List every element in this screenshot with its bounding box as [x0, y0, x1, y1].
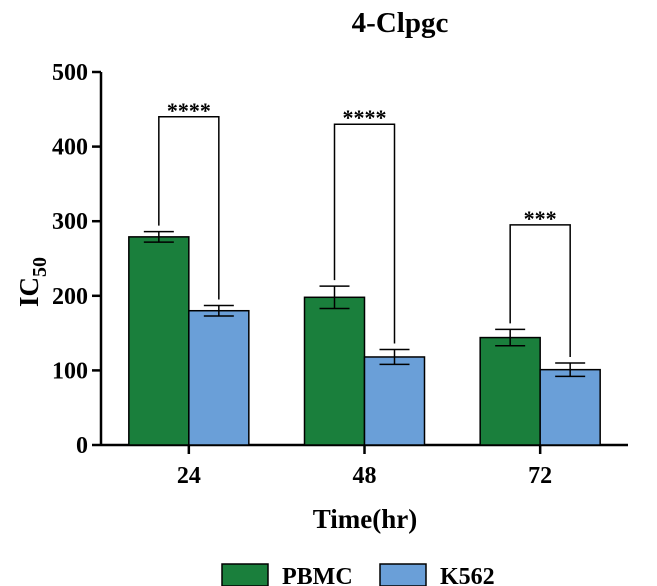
- x-tick-label: 24: [177, 463, 201, 489]
- svg-text:IC50: IC50: [14, 257, 51, 307]
- legend-label-pbmc: PBMC: [282, 564, 353, 586]
- significance-label: ***: [524, 206, 557, 231]
- y-tick-label: 200: [52, 284, 88, 310]
- significance-bracket: [158, 116, 220, 300]
- significance-label: ****: [343, 105, 387, 130]
- chart-title: 4-Clpgc: [352, 7, 449, 39]
- y-ticks: 0 100 200 300 400 500: [52, 60, 101, 459]
- y-axis-label-subscript: 50: [29, 257, 51, 277]
- bar-k562-24: [188, 309, 250, 446]
- bar-pbmc-72: [479, 336, 541, 446]
- y-tick-label: 500: [52, 60, 88, 86]
- x-tick-label: 72: [528, 463, 552, 489]
- bar-pbmc-48: [303, 296, 366, 446]
- y-tick-label: 300: [52, 209, 88, 235]
- significance-brackets: **** *******: [158, 98, 571, 357]
- bar-k562-48: [363, 356, 426, 446]
- significance-bracket: [333, 123, 396, 344]
- legend: PBMC K562: [221, 563, 495, 586]
- significance-label: ****: [167, 98, 211, 123]
- y-axis-label-main: IC: [14, 277, 44, 307]
- y-tick-label: 100: [52, 358, 88, 384]
- x-axis-label: Time(hr): [313, 504, 417, 534]
- bars: [128, 230, 601, 446]
- legend-swatch-k562: [379, 563, 427, 586]
- y-tick-label: 400: [52, 135, 88, 161]
- bar-pbmc-24: [128, 236, 190, 446]
- legend-label-k562: K562: [440, 564, 495, 586]
- x-tick-label: 48: [353, 463, 377, 489]
- significance-bracket: [509, 224, 571, 357]
- y-axis-label: IC50: [14, 257, 51, 307]
- legend-swatch-pbmc: [221, 563, 269, 586]
- y-tick-label: 0: [76, 433, 88, 459]
- x-ticks: 24 48 72: [177, 445, 552, 489]
- bar-k562-72: [539, 368, 601, 446]
